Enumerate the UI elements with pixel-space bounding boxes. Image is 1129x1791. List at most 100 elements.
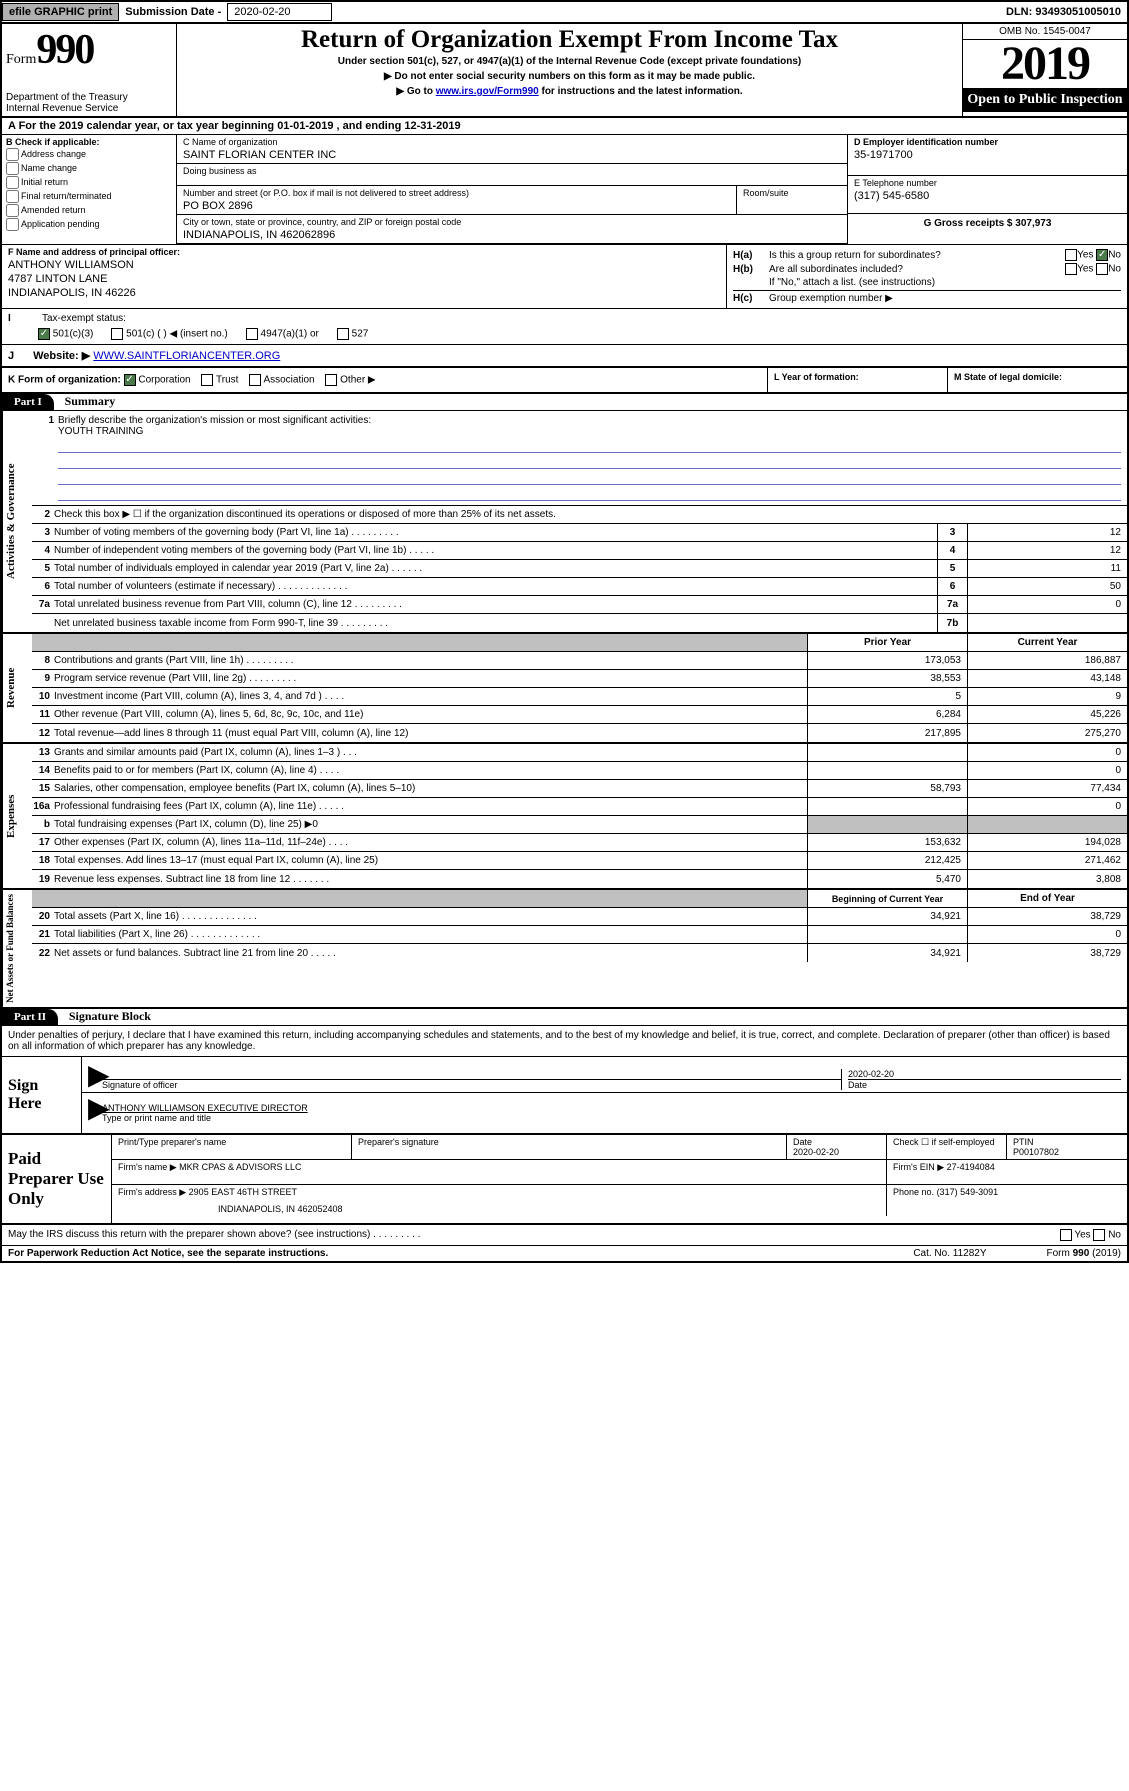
top-bar: efile GRAPHIC print Submission Date - 20… <box>0 0 1129 24</box>
part1-header: Part I Summary <box>2 394 1127 411</box>
firm-addr-cell: Firm's address ▶ 2905 EAST 46TH STREET I… <box>112 1185 887 1216</box>
mission-text: YOUTH TRAINING <box>58 426 1121 437</box>
j-row: J Website: ▶ WWW.SAINTFLORIANCENTER.ORG <box>2 345 1127 368</box>
end-year-hdr: End of Year <box>967 890 1127 907</box>
chk-name-change[interactable]: Name change <box>6 162 172 175</box>
chk-amended[interactable]: Amended return <box>6 204 172 217</box>
room-label: Room/suite <box>743 188 841 198</box>
title-box: Return of Organization Exempt From Incom… <box>177 24 962 116</box>
chk-other[interactable] <box>325 374 337 386</box>
box-j: J Website: ▶ WWW.SAINTFLORIANCENTER.ORG <box>2 345 1127 366</box>
chk-trust[interactable] <box>201 374 213 386</box>
box-l: L Year of formation: <box>767 368 947 392</box>
discuss-yes-chk[interactable] <box>1060 1229 1072 1241</box>
instruction-2: ▶ Go to www.irs.gov/Form990 for instruct… <box>183 86 956 97</box>
box-m: M State of legal domicile: <box>947 368 1127 392</box>
sig-date-value: 2020-02-20 <box>848 1069 1121 1079</box>
chk-corp[interactable]: ✓ <box>124 374 136 386</box>
exp-line: 17Other expenses (Part IX, column (A), l… <box>32 834 1127 852</box>
gov-line: 4Number of independent voting members of… <box>32 542 1127 560</box>
box-c: C Name of organization SAINT FLORIAN CEN… <box>177 135 847 244</box>
officer-addr1: 4787 LINTON LANE <box>8 273 720 285</box>
dba-label: Doing business as <box>183 166 841 176</box>
chk-final-return[interactable]: Final return/terminated <box>6 190 172 203</box>
gov-line: 5Total number of individuals employed in… <box>32 560 1127 578</box>
chk-application-pending[interactable]: Application pending <box>6 218 172 231</box>
exp-line: 16aProfessional fundraising fees (Part I… <box>32 798 1127 816</box>
irs-link[interactable]: www.irs.gov/Form990 <box>436 86 539 97</box>
prior-year-hdr: Prior Year <box>807 634 967 651</box>
box-k: K Form of organization: ✓ Corporation Tr… <box>2 368 767 392</box>
box-b: B Check if applicable: Address change Na… <box>2 135 177 244</box>
part2-num: Part II <box>2 1009 58 1025</box>
gov-line: 2Check this box ▶ ☐ if the organization … <box>32 506 1127 524</box>
sig-bracket-1: ▶ <box>88 1062 102 1090</box>
discuss-no-chk[interactable] <box>1093 1229 1105 1241</box>
instr2-post: for instructions and the latest informat… <box>539 86 743 97</box>
chk-527[interactable] <box>337 328 349 340</box>
prep-ptin-cell: PTIN P00107802 <box>1007 1135 1127 1159</box>
gross-label: G Gross receipts $ <box>924 218 1016 229</box>
sig-name-field: ANTHONY WILLIAMSON EXECUTIVE DIRECTOR Ty… <box>102 1103 1121 1123</box>
chk-501c[interactable] <box>111 328 123 340</box>
net-line: 21Total liabilities (Part X, line 26) . … <box>32 926 1127 944</box>
website-label: Website: ▶ <box>33 350 90 362</box>
room-box: Room/suite <box>737 186 847 215</box>
gov-line: 6Total number of volunteers (estimate if… <box>32 578 1127 596</box>
chk-501c3[interactable]: ✓ <box>38 328 50 340</box>
signer-name: ANTHONY WILLIAMSON EXECUTIVE DIRECTOR <box>102 1103 1121 1113</box>
hb-label: H(b) <box>733 264 769 275</box>
revenue-section: Revenue Prior Year Current Year 8Contrib… <box>2 634 1127 742</box>
i-row: I Tax-exempt status: ✓ 501(c)(3) 501(c) … <box>2 309 1127 345</box>
exp-line: 18Total expenses. Add lines 13–17 (must … <box>32 852 1127 870</box>
rule-3 <box>58 471 1121 485</box>
revenue-label: Revenue <box>2 634 32 742</box>
box-i: I Tax-exempt status: ✓ 501(c)(3) 501(c) … <box>2 309 1127 344</box>
form-id-box: Form990 Department of the Treasury Inter… <box>2 24 177 116</box>
ha-yes-chk[interactable] <box>1065 249 1077 261</box>
officer-name: ANTHONY WILLIAMSON <box>8 259 720 271</box>
chk-4947[interactable] <box>246 328 258 340</box>
org-name-box: C Name of organization SAINT FLORIAN CEN… <box>177 135 847 164</box>
ha-no-chk[interactable]: ✓ <box>1096 249 1108 261</box>
address: PO BOX 2896 <box>183 200 730 212</box>
chk-assoc[interactable] <box>249 374 261 386</box>
chk-initial-return[interactable]: Initial return <box>6 176 172 189</box>
ha-label: H(a) <box>733 250 769 261</box>
org-name-label: C Name of organization <box>183 137 841 147</box>
hb-yes-chk[interactable] <box>1065 263 1077 275</box>
efile-print-button[interactable]: efile GRAPHIC print <box>2 3 119 21</box>
prep-sig-label: Preparer's signature <box>352 1135 787 1159</box>
line-1-num: 1 <box>36 415 58 426</box>
city: INDIANAPOLIS, IN 462062896 <box>183 229 841 241</box>
chk-address-change[interactable]: Address change <box>6 148 172 161</box>
rev-header-row: Prior Year Current Year <box>32 634 1127 652</box>
net-line: 22Net assets or fund balances. Subtract … <box>32 944 1127 962</box>
rev-line: 8Contributions and grants (Part VIII, li… <box>32 652 1127 670</box>
ein: 35-1971700 <box>854 149 1121 161</box>
firm-phone-cell: Phone no. (317) 549-3091 <box>887 1185 1127 1216</box>
header: Form990 Department of the Treasury Inter… <box>2 24 1127 118</box>
hb-no-chk[interactable] <box>1096 263 1108 275</box>
firm-ein-cell: Firm's EIN ▶ 27-4194084 <box>887 1160 1127 1184</box>
form-subtitle: Under section 501(c), 527, or 4947(a)(1)… <box>183 56 956 67</box>
expenses-section: Expenses 13Grants and similar amounts pa… <box>2 744 1127 888</box>
rev-line: 10Investment income (Part VIII, column (… <box>32 688 1127 706</box>
hb-text: Are all subordinates included? <box>769 264 903 275</box>
sig-officer-label: Signature of officer <box>102 1079 841 1090</box>
prep-check-cell: Check ☐ if self-employed <box>887 1135 1007 1159</box>
tax-status-label: Tax-exempt status: <box>42 313 126 324</box>
k-l-m-row: K Form of organization: ✓ Corporation Tr… <box>2 368 1127 394</box>
pra-notice: For Paperwork Reduction Act Notice, see … <box>8 1248 328 1259</box>
sig-officer-field: Signature of officer <box>102 1061 841 1090</box>
signature-declaration: Under penalties of perjury, I declare th… <box>2 1026 1127 1056</box>
paid-preparer-row: Paid Preparer Use Only Print/Type prepar… <box>2 1133 1127 1225</box>
form-number: 990 <box>36 27 93 73</box>
form-footer: Form 990 (2019) <box>1047 1248 1121 1259</box>
begin-year-hdr: Beginning of Current Year <box>807 890 967 907</box>
website-link[interactable]: WWW.SAINTFLORIANCENTER.ORG <box>93 350 280 362</box>
prep-date-cell: Date 2020-02-20 <box>787 1135 887 1159</box>
tax-period: A For the 2019 calendar year, or tax yea… <box>2 118 1127 135</box>
ha-yn: Yes ✓No <box>1065 249 1121 261</box>
gov-line: 7aTotal unrelated business revenue from … <box>32 596 1127 614</box>
